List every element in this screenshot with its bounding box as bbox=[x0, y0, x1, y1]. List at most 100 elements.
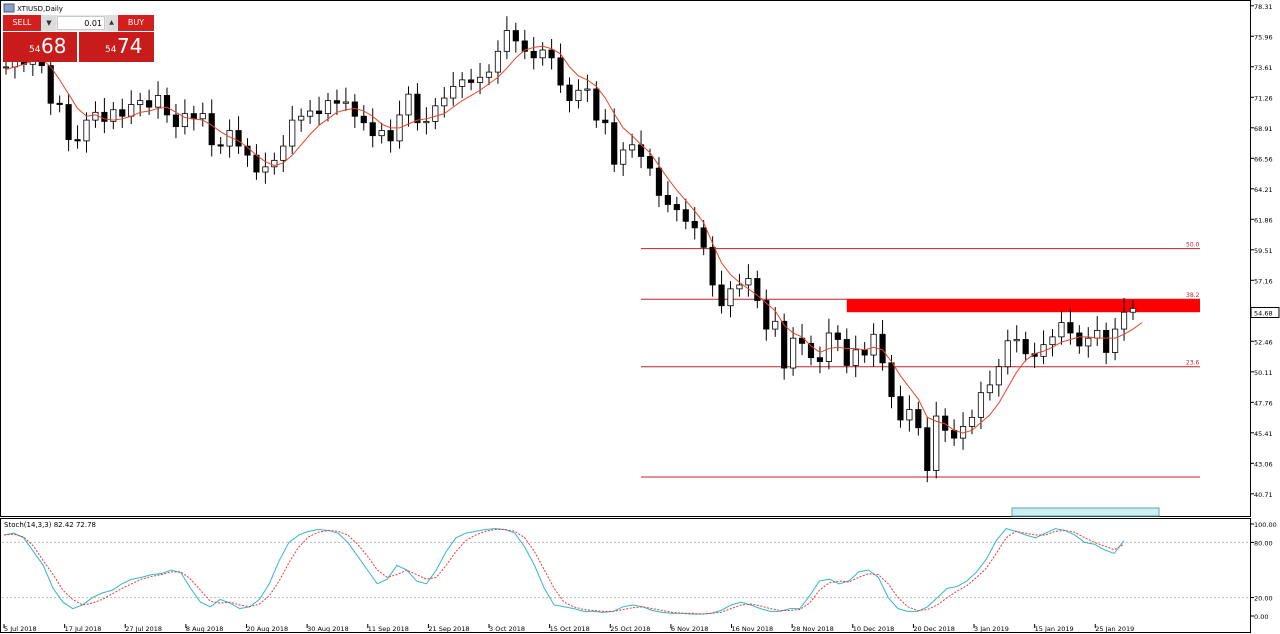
price-tick-label: 78.31 bbox=[1254, 3, 1273, 11]
candle-body bbox=[450, 85, 457, 99]
candle-body bbox=[682, 209, 689, 222]
candle-body bbox=[163, 95, 171, 116]
price-tick-label: 43.06 bbox=[1254, 460, 1273, 468]
candle-body bbox=[602, 119, 609, 124]
candle-body bbox=[1085, 337, 1092, 347]
candle-body bbox=[280, 145, 287, 161]
candle-body bbox=[566, 84, 573, 102]
time-tick-label: 30 Aug 2018 bbox=[307, 625, 349, 633]
candle-body bbox=[664, 194, 671, 205]
price-tick-label: 59.51 bbox=[1254, 247, 1273, 255]
candle-body bbox=[781, 320, 788, 369]
candle-body bbox=[736, 284, 743, 290]
price-axis: 78.31 75.96 73.61 71.26 68.91 66.56 64.21 61.86… bbox=[1250, 3, 1280, 499]
candle-body bbox=[629, 144, 636, 151]
candle-body bbox=[110, 109, 117, 122]
stoch-plot-frame bbox=[0, 518, 1251, 633]
price-tick-label: 57.16 bbox=[1254, 277, 1273, 285]
candle-body bbox=[360, 115, 367, 124]
candle-body bbox=[1013, 339, 1020, 342]
one-click-trading-panel: SELL ▼ 0.01 ▲ BUY 54 68 54 74 bbox=[3, 15, 154, 62]
sell-price-button[interactable]: 54 68 bbox=[3, 32, 77, 62]
candle-body bbox=[208, 113, 215, 146]
candle-body bbox=[539, 49, 546, 59]
candle-body bbox=[128, 104, 135, 117]
candle-body bbox=[1094, 329, 1101, 339]
candle-body bbox=[521, 40, 528, 52]
time-tick-label: 25 Oct 2018 bbox=[610, 625, 650, 633]
candle-body bbox=[709, 246, 716, 286]
candle-body bbox=[584, 88, 591, 91]
candle-body bbox=[315, 110, 323, 115]
candle-body bbox=[468, 79, 475, 83]
candle-body bbox=[888, 362, 895, 397]
candle-body bbox=[262, 166, 269, 173]
buy-button[interactable]: BUY bbox=[118, 15, 154, 31]
stoch-tick-label: 80.00 bbox=[1254, 539, 1273, 547]
time-tick-label: 10 Dec 2018 bbox=[853, 625, 895, 633]
stoch-signal-line bbox=[3, 529, 1125, 615]
candle-body bbox=[861, 349, 868, 356]
candle-body bbox=[557, 57, 564, 86]
candle-body bbox=[235, 130, 242, 147]
candle-body bbox=[611, 122, 618, 165]
price-tick-label: 73.61 bbox=[1254, 64, 1273, 72]
buy-price-major: 54 bbox=[105, 45, 117, 55]
candle-body bbox=[870, 333, 877, 356]
lot-size-input[interactable]: 0.01 bbox=[57, 16, 105, 30]
price-tick-label: 45.41 bbox=[1254, 430, 1273, 438]
stoch-tick-label: 100.00 bbox=[1254, 521, 1277, 529]
chevron-down-icon[interactable]: ▼ bbox=[42, 15, 56, 31]
candle-body bbox=[673, 204, 680, 211]
candle-body bbox=[485, 71, 493, 78]
candle-body bbox=[995, 366, 1002, 386]
candle-body bbox=[1049, 336, 1056, 346]
fib-level-label: 38.2 bbox=[1186, 292, 1200, 299]
candle-body bbox=[494, 50, 502, 73]
candle-body bbox=[825, 332, 832, 362]
time-tick-label: 25 Jan 2019 bbox=[1095, 625, 1134, 633]
time-axis: 5 Jul 2018 17 Jul 2018 27 Jul 2018 8 Aug 20… bbox=[3, 624, 1134, 633]
candle-body bbox=[253, 154, 260, 173]
candle-body bbox=[333, 100, 341, 104]
candle-body bbox=[476, 76, 484, 83]
price-tick-label: 50.11 bbox=[1254, 369, 1273, 377]
candle-body bbox=[655, 167, 663, 196]
candle-body bbox=[441, 97, 448, 107]
candle-body bbox=[217, 144, 224, 147]
fib-level-label: 50.0 bbox=[1186, 242, 1200, 249]
stoch-axis: 100.00 80.00 20.00 0.00 bbox=[1250, 521, 1277, 621]
sell-button[interactable]: SELL bbox=[3, 15, 41, 31]
chevron-up-icon[interactable]: ▲ bbox=[106, 15, 117, 31]
time-tick-label: 3 Oct 2018 bbox=[489, 625, 525, 633]
candle-body bbox=[700, 227, 707, 248]
candle-body bbox=[906, 409, 913, 421]
candle-body bbox=[342, 101, 349, 104]
candle-body bbox=[298, 115, 305, 121]
candle-body bbox=[1067, 322, 1074, 334]
candle-body bbox=[691, 220, 698, 229]
candle-body bbox=[852, 349, 859, 366]
candle-body bbox=[763, 300, 770, 330]
candle-body bbox=[101, 111, 108, 122]
buy-price-button[interactable]: 54 74 bbox=[79, 32, 154, 62]
stoch-tick-label: 20.00 bbox=[1254, 595, 1273, 603]
candle-body bbox=[414, 93, 421, 124]
candle-body bbox=[83, 119, 90, 142]
candle-body bbox=[307, 110, 314, 117]
candle-body bbox=[754, 278, 761, 301]
fib-level-label: 23.6 bbox=[1186, 360, 1200, 367]
time-tick-label: 20 Dec 2018 bbox=[913, 625, 955, 633]
candle-body bbox=[503, 30, 510, 52]
candlestick-series bbox=[2, 16, 1137, 483]
candle-body bbox=[834, 332, 841, 340]
candle-body bbox=[1129, 307, 1137, 313]
main-plot-frame bbox=[0, 0, 1251, 517]
resistance-zone-rect bbox=[846, 299, 1200, 313]
candle-body bbox=[986, 384, 993, 394]
candle-body bbox=[620, 149, 627, 165]
stoch-tick-label: 0.00 bbox=[1254, 613, 1268, 621]
time-tick-label: 17 Jul 2018 bbox=[65, 625, 102, 633]
candle-body bbox=[1076, 332, 1083, 347]
